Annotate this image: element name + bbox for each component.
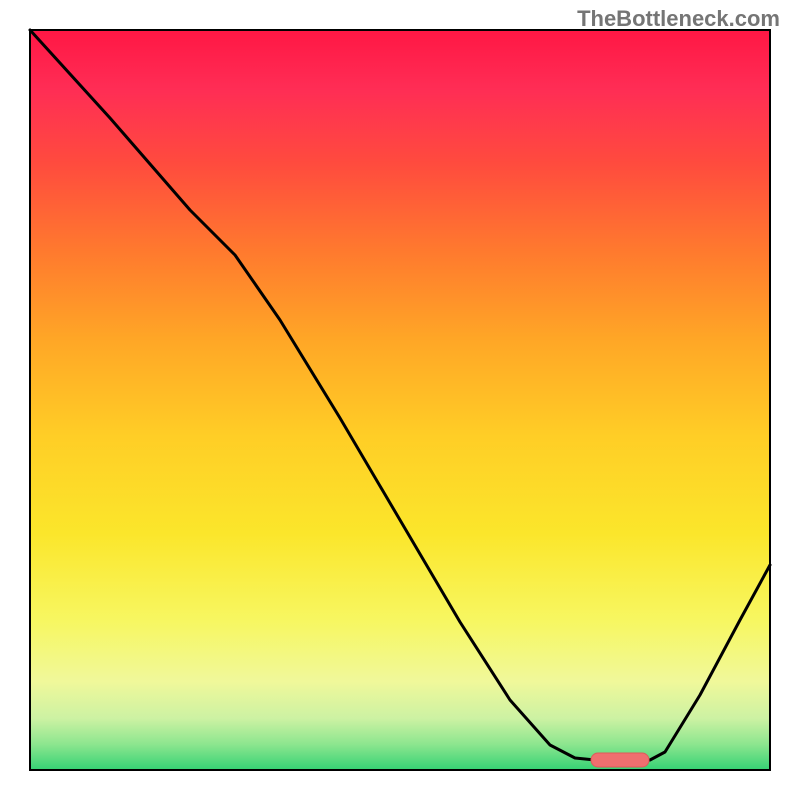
watermark-text: TheBottleneck.com — [577, 6, 780, 32]
bottleneck-chart — [0, 0, 800, 800]
chart-container: TheBottleneck.com — [0, 0, 800, 800]
optimum-marker — [591, 753, 649, 767]
plot-background — [30, 30, 770, 770]
